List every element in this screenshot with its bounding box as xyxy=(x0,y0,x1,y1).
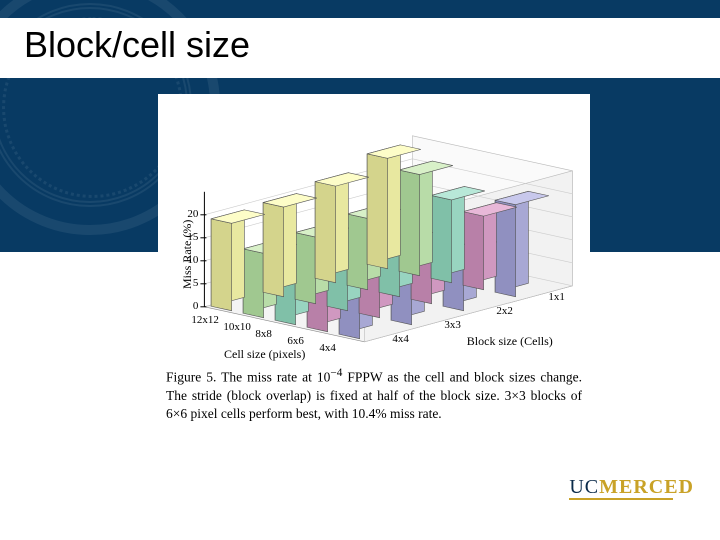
logo-uc: UC xyxy=(569,476,599,498)
z-tick-label: 5 xyxy=(178,277,198,289)
x-tick-label: 12x12 xyxy=(191,314,219,326)
x-tick-label: 10x10 xyxy=(223,321,251,333)
y-tick-label: 1x1 xyxy=(548,291,565,303)
slide: Block/cell size Miss Rate (%) Cell size … xyxy=(0,0,720,540)
z-tick-label: 10 xyxy=(178,254,198,266)
y-tick-label: 2x2 xyxy=(496,305,513,317)
chart-svg xyxy=(158,94,590,354)
logo-underline xyxy=(569,498,673,500)
z-tick-label: 0 xyxy=(178,300,198,312)
y-tick-label: 3x3 xyxy=(444,319,461,331)
slide-title: Block/cell size xyxy=(24,24,250,66)
z-tick-label: 15 xyxy=(178,231,198,243)
y-axis-label: Block size (Cells) xyxy=(467,334,553,349)
z-tick-label: 20 xyxy=(178,208,198,220)
caption-exp: −4 xyxy=(330,367,342,379)
ucmerced-logo: UCMERCED xyxy=(569,476,694,522)
x-axis-label: Cell size (pixels) xyxy=(224,347,305,362)
figure-panel: Miss Rate (%) Cell size (pixels) Block s… xyxy=(158,94,590,456)
figure-caption: Figure 5. The miss rate at 10−4 FPPW as … xyxy=(166,366,582,423)
title-bar: Block/cell size xyxy=(0,18,720,78)
logo-merced: MERCED xyxy=(599,476,694,498)
x-tick-label: 6x6 xyxy=(287,335,304,347)
y-tick-label: 4x4 xyxy=(392,333,409,345)
x-tick-label: 4x4 xyxy=(319,342,336,354)
caption-prefix: Figure 5. The miss rate at 10 xyxy=(166,370,330,385)
chart-3d-bar: Miss Rate (%) Cell size (pixels) Block s… xyxy=(158,94,590,354)
x-tick-label: 8x8 xyxy=(255,328,272,340)
